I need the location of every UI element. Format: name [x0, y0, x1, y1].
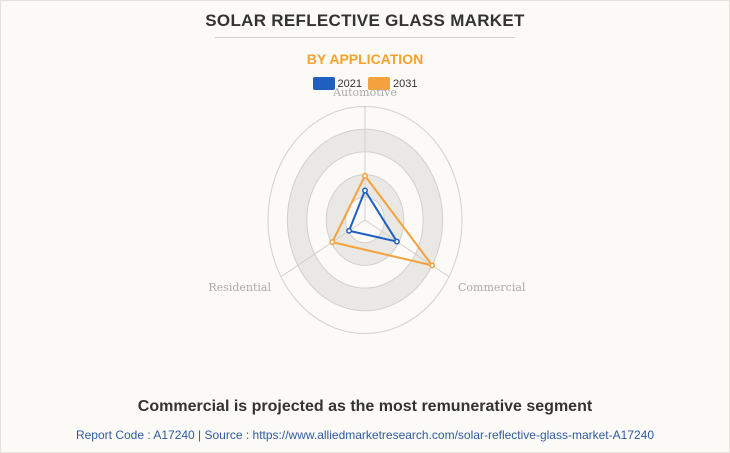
- radar-point-2021-commercial[interactable]: [393, 238, 400, 245]
- radar-series-2021[interactable]: [348, 189, 398, 243]
- legend-item-2021[interactable]: 2021: [312, 77, 362, 90]
- legend-swatch-2031: [368, 77, 390, 90]
- radar-spoke-commercial: [364, 219, 450, 278]
- radar-point-2021-automotive[interactable]: [362, 187, 368, 194]
- radar-point-2031-commercial[interactable]: [429, 262, 436, 269]
- chart-title: SOLAR REFLECTIVE GLASS MARKET: [205, 11, 525, 30]
- chart-subtitle: BY APPLICATION: [306, 51, 424, 67]
- radar-series: [329, 172, 436, 269]
- key-finding: Commercial is projected as the most remu…: [137, 398, 593, 415]
- radar-point-2031-residential[interactable]: [329, 239, 336, 246]
- legend: 2021 2031: [0, 77, 730, 90]
- source-line[interactable]: Report Code : A17240 | Source : https://…: [75, 428, 655, 442]
- radar-point-2021-residential[interactable]: [346, 227, 352, 234]
- legend-label-2021: 2021: [337, 77, 362, 90]
- axis-label-residential: Residential: [208, 281, 271, 294]
- legend-item-2031[interactable]: 2031: [368, 77, 417, 90]
- radar-point-2031-automotive[interactable]: [362, 172, 368, 179]
- legend-swatch-2021: [312, 77, 335, 90]
- axis-label-automotive: Automotive: [332, 86, 397, 99]
- axis-label-commercial: Commercial: [458, 281, 526, 294]
- title-divider: [215, 37, 515, 38]
- radar-axis-labels: Automotive Commercial Residential: [208, 86, 526, 294]
- radar-series-2031[interactable]: [331, 174, 434, 267]
- legend-label-2031: 2031: [393, 77, 418, 90]
